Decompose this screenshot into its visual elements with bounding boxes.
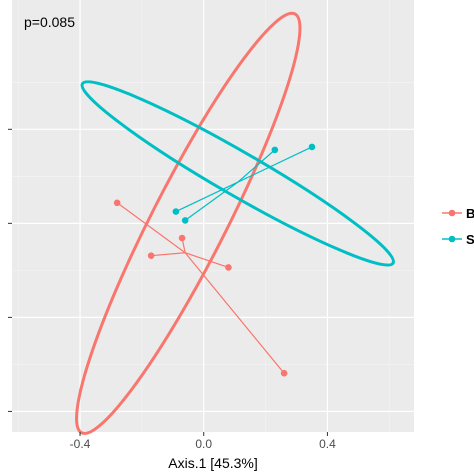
legend-key-point-b — [448, 209, 456, 217]
point-b — [225, 264, 232, 271]
spider-line-s — [184, 181, 239, 221]
spider-line-s — [237, 146, 313, 183]
minor-grid — [12, 0, 414, 432]
point-s — [308, 143, 316, 151]
confidence-ellipses — [75, 11, 395, 435]
x-tick-label: 0.4 — [319, 437, 336, 451]
point-b — [178, 234, 186, 242]
major-grid — [12, 0, 414, 432]
ellipse-b — [75, 11, 302, 435]
data-points — [113, 143, 316, 377]
spider-lines — [116, 146, 313, 374]
ellipse-s — [80, 80, 395, 267]
legend-key-point-s — [448, 235, 456, 243]
point-b — [147, 252, 155, 259]
spider-line-s — [175, 181, 238, 213]
axes: -0.4 0.0 0.4 — [8, 128, 336, 451]
spider-line-b — [116, 202, 186, 254]
p-value-annotation: p=0.085 — [24, 14, 75, 30]
legend: BS — [442, 206, 474, 247]
x-axis-title: Axis.1 [45.3%] — [168, 455, 258, 471]
legend-label-s: S — [466, 232, 474, 247]
point-s — [181, 217, 189, 224]
spider-line-b — [184, 252, 285, 374]
plot-panel — [12, 0, 414, 432]
x-tick-label: 0.0 — [195, 437, 212, 451]
x-tick-label: -0.4 — [70, 437, 91, 451]
point-s — [172, 208, 180, 215]
point-s — [271, 146, 279, 154]
spider-line-b — [184, 252, 229, 268]
point-b — [113, 199, 121, 207]
spider-line-s — [237, 149, 276, 183]
legend-label-b: B — [466, 206, 474, 221]
point-b — [280, 369, 288, 377]
spider-line-b — [151, 252, 186, 257]
